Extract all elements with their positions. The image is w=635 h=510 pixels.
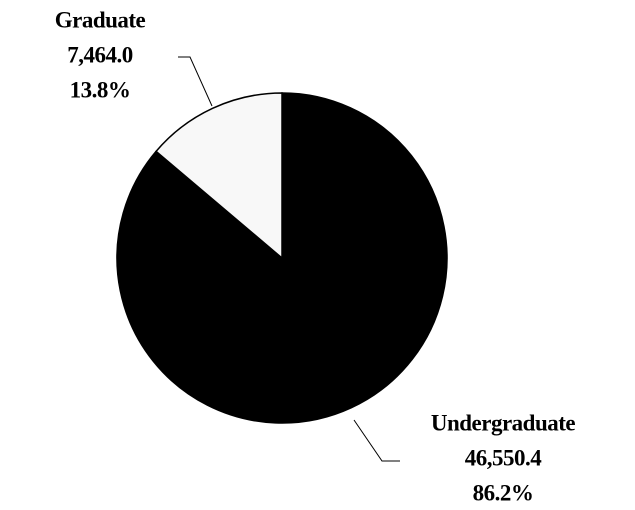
value-label: 7,464.0 — [67, 42, 133, 67]
leader-line — [178, 56, 213, 107]
leader-line — [353, 419, 400, 462]
slice-label: Undergraduate — [431, 410, 576, 435]
percent-label: 86.2% — [473, 480, 534, 505]
percent-label: 13.8% — [70, 77, 131, 102]
slice-label: Graduate — [55, 7, 146, 32]
value-label: 46,550.4 — [465, 445, 543, 470]
pie-slice — [155, 92, 283, 260]
